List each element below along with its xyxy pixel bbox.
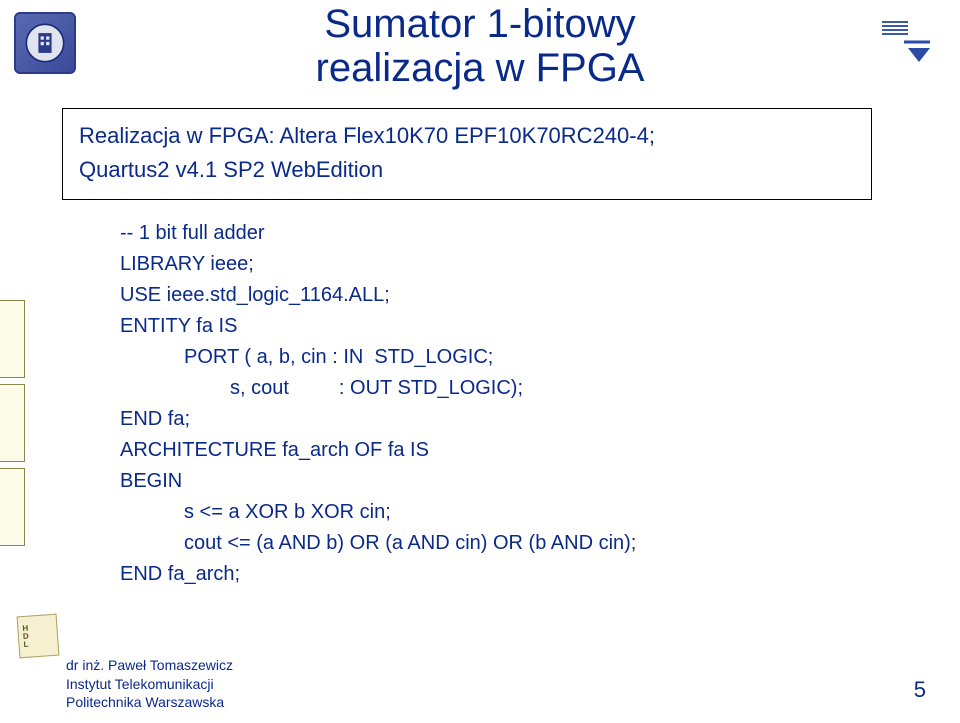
slide: Sumator 1-bitowy realizacja w FPGA Reali… xyxy=(0,0,960,723)
code-line: PORT ( a, b, cin : IN STD_LOGIC; xyxy=(120,342,840,373)
footer-institute: Instytut Telekomunikacji xyxy=(66,675,233,693)
page-number: 5 xyxy=(914,677,926,703)
footer-author: dr inż. Paweł Tomaszewicz xyxy=(66,656,233,674)
vhdl-code: -- 1 bit full adder LIBRARY ieee; USE ie… xyxy=(120,218,840,590)
title-line-1: Sumator 1-bitowy xyxy=(0,2,960,46)
code-line: LIBRARY ieee; xyxy=(120,249,840,280)
side-tab xyxy=(0,384,25,462)
code-line: s <= a XOR b XOR cin; xyxy=(120,497,840,528)
hdl-icon: H D L xyxy=(17,614,60,659)
code-line: -- 1 bit full adder xyxy=(120,218,840,249)
code-line: BEGIN xyxy=(120,466,840,497)
code-line: cout <= (a AND b) OR (a AND cin) OR (b A… xyxy=(120,528,840,559)
info-line-1: Realizacja w FPGA: Altera Flex10K70 EPF1… xyxy=(79,119,855,153)
slide-title: Sumator 1-bitowy realizacja w FPGA xyxy=(0,2,960,90)
code-line: USE ieee.std_logic_1164.ALL; xyxy=(120,280,840,311)
info-box: Realizacja w FPGA: Altera Flex10K70 EPF1… xyxy=(62,108,872,200)
title-line-2: realizacja w FPGA xyxy=(0,46,960,90)
code-line: END fa_arch; xyxy=(120,559,840,590)
hdl-letter: L xyxy=(23,641,28,649)
footer-university: Politechnika Warszawska xyxy=(66,693,233,711)
code-line: END fa; xyxy=(120,404,840,435)
side-tab xyxy=(0,300,25,378)
code-line: ARCHITECTURE fa_arch OF fa IS xyxy=(120,435,840,466)
info-line-2: Quartus2 v4.1 SP2 WebEdition xyxy=(79,153,855,187)
code-line: ENTITY fa IS xyxy=(120,311,840,342)
side-tabs xyxy=(0,300,26,552)
footer: dr inż. Paweł Tomaszewicz Instytut Telek… xyxy=(66,656,233,711)
code-line: s, cout : OUT STD_LOGIC); xyxy=(120,373,840,404)
side-tab xyxy=(0,468,25,546)
